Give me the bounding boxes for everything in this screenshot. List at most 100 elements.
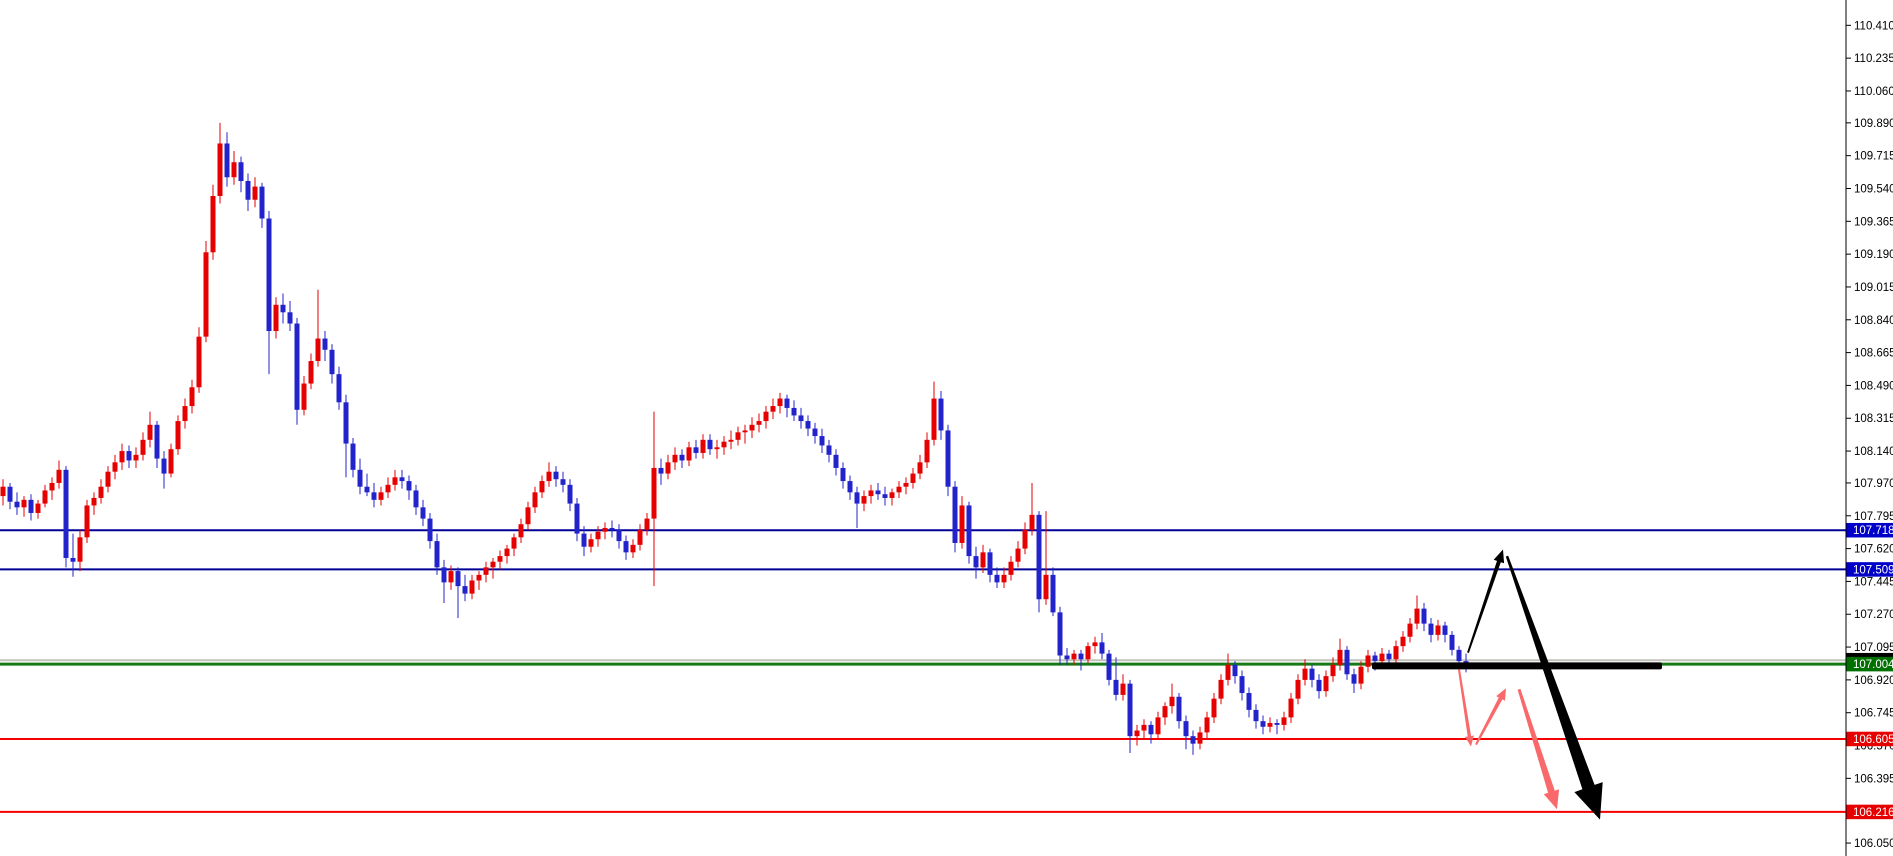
candle-body	[707, 439, 713, 450]
candle-body	[1211, 698, 1217, 718]
price-label-text: 107.509	[1853, 564, 1893, 576]
candle-body	[1113, 679, 1119, 695]
candle-body	[1029, 514, 1035, 530]
candle-body	[742, 430, 748, 433]
candle-body	[693, 447, 699, 453]
candle-body	[1379, 653, 1385, 662]
candle-body	[1344, 649, 1350, 675]
candle-body	[196, 336, 202, 388]
candle-body	[420, 507, 426, 519]
candle-body	[1274, 723, 1280, 725]
tick-label: 109.190	[1854, 249, 1893, 261]
candle-body	[1218, 679, 1224, 699]
tick-label: 107.795	[1854, 511, 1893, 523]
candle-body	[294, 323, 300, 410]
candle-body	[1141, 724, 1147, 731]
candle-body	[616, 529, 622, 542]
candle-body	[539, 481, 545, 493]
pink-down-arrow-2[interactable]	[1517, 688, 1560, 810]
candle-body	[1337, 649, 1343, 665]
pink-down-arrow-1[interactable]	[1458, 669, 1474, 747]
candle-body	[1232, 664, 1238, 677]
candle-body	[1190, 736, 1196, 744]
candle-body	[609, 527, 615, 530]
candle-body	[623, 541, 629, 553]
candle-body	[1085, 646, 1091, 660]
candle-body	[476, 574, 482, 581]
tick-label: 106.395	[1854, 773, 1893, 785]
candle-body	[350, 443, 356, 470]
thick-trendline[interactable]	[1372, 662, 1662, 670]
tick-label: 109.715	[1854, 151, 1893, 163]
candle-body	[784, 398, 790, 408]
candle-body	[1393, 646, 1399, 660]
tick-label: 106.920	[1854, 675, 1893, 687]
candle-body	[833, 454, 839, 468]
candle-body	[1267, 723, 1273, 727]
projection-up-arrow[interactable]	[1467, 549, 1505, 654]
candle-body	[371, 492, 377, 500]
candle-body	[749, 424, 755, 431]
candle-body	[252, 186, 258, 200]
tick-label: 107.620	[1854, 544, 1893, 556]
candle-body	[1064, 655, 1070, 660]
candle-body	[1078, 653, 1084, 660]
candle-body	[1414, 608, 1420, 624]
candle-body	[854, 492, 860, 504]
candle-body	[119, 451, 125, 463]
candle-body	[399, 477, 405, 482]
price-label-box-106.216	[1846, 804, 1893, 820]
candle-body	[602, 527, 608, 532]
candle-body	[245, 180, 251, 200]
candle-body	[469, 580, 475, 594]
candle-body	[1365, 655, 1371, 667]
tick-label: 110.235	[1854, 53, 1893, 65]
projection-arrows	[1458, 549, 1603, 820]
candle-body	[973, 556, 979, 568]
candle-body	[462, 586, 468, 594]
candle-body	[1407, 623, 1413, 637]
candle-body	[504, 548, 510, 557]
candle-body	[1127, 683, 1133, 737]
candle-body	[1316, 679, 1322, 692]
candle-body	[364, 486, 370, 493]
candle-body	[175, 421, 181, 450]
pink-up-arrow[interactable]	[1475, 688, 1506, 746]
price-label-box-106.605	[1846, 731, 1893, 747]
candle-body	[1050, 574, 1056, 613]
candle-body	[490, 561, 496, 568]
candle-body	[301, 383, 307, 410]
candle-body	[35, 503, 41, 513]
projection-down-arrow[interactable]	[1505, 555, 1603, 820]
candle-body	[1386, 653, 1392, 660]
candle-body	[1456, 649, 1462, 662]
candle-body	[637, 529, 643, 545]
candle-body	[595, 531, 601, 540]
candle-body	[903, 482, 909, 487]
candle-body	[406, 481, 412, 491]
candle-body	[168, 449, 174, 474]
candle-body	[546, 471, 552, 482]
candle-body	[1442, 625, 1448, 635]
candle-body	[791, 407, 797, 416]
candle-body	[259, 186, 265, 219]
candle-body	[651, 467, 657, 519]
candle-body	[910, 473, 916, 483]
candle-body	[770, 406, 776, 412]
candle-body	[42, 490, 48, 504]
candle-body	[154, 424, 160, 459]
candle-body	[868, 490, 874, 497]
candle-body	[1372, 655, 1378, 662]
candle-body	[777, 398, 783, 407]
candle-body	[763, 411, 769, 422]
candle-body	[672, 454, 678, 463]
candle-body	[574, 503, 580, 534]
candle-body	[994, 574, 1000, 583]
candle-body	[308, 361, 314, 384]
tick-label: 108.315	[1854, 413, 1893, 425]
candle-body	[1099, 642, 1105, 654]
tick-label: 109.015	[1854, 282, 1893, 294]
candle-body	[735, 432, 741, 440]
